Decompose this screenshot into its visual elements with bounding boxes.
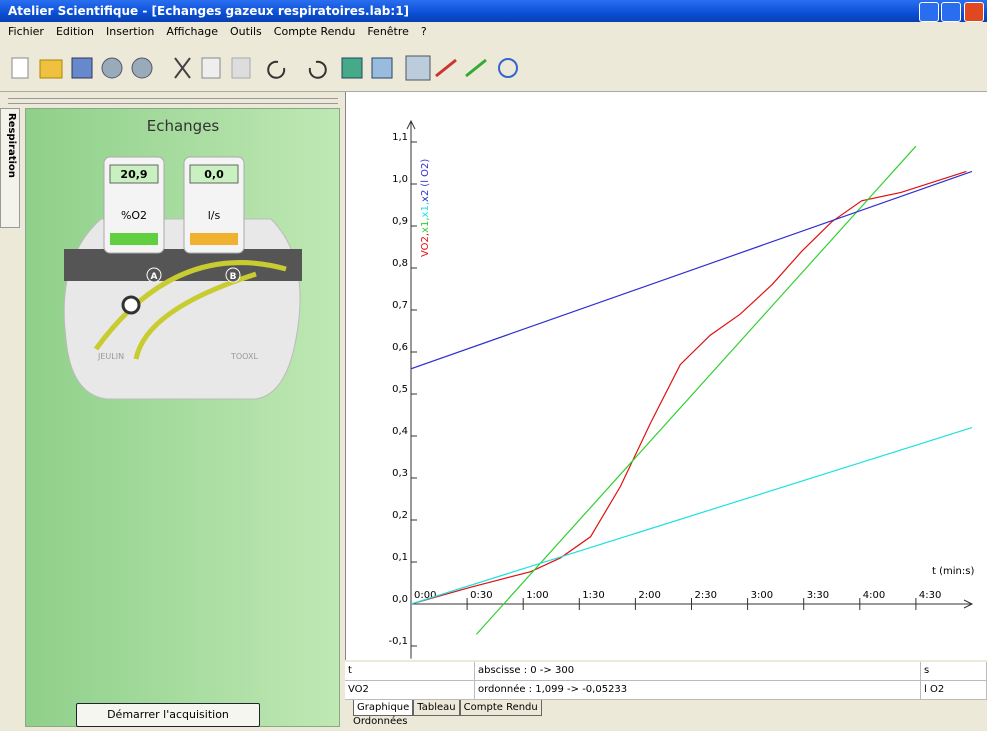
menu-bar: Fichier Edition Insertion Affichage Outils Co… xyxy=(0,22,987,42)
plot xyxy=(411,146,972,634)
model-logo: TOOXL xyxy=(230,352,258,361)
legend-entry: x1 xyxy=(420,205,431,217)
legend-entry: x1 xyxy=(420,221,431,233)
series-line xyxy=(411,171,966,604)
start-button[interactable]: Démarrer l'acquisition xyxy=(76,703,260,727)
menu-item[interactable]: Affichage xyxy=(166,22,218,42)
display-unit: %O2 xyxy=(121,209,147,222)
port-label: A xyxy=(151,272,158,282)
status-cell: s xyxy=(921,662,987,680)
x-tick-label: 3:30 xyxy=(807,590,829,601)
y-tick-label: 0,4 xyxy=(392,426,408,437)
status-cell: abscisse : 0 -> 300 xyxy=(475,662,921,680)
menu-item[interactable]: Fichier xyxy=(8,22,44,42)
minimize-button[interactable] xyxy=(919,2,939,22)
footer-label: Ordonnées xyxy=(345,716,987,727)
tab[interactable]: Compte Rendu xyxy=(460,700,542,716)
sensor-panel: Echanges 20,9 %O2 0,0 l/s A B JEULIN TOO… xyxy=(25,108,340,727)
tool-icons[interactable] xyxy=(12,56,517,80)
x-axis-label: t (min:s) xyxy=(932,566,974,577)
y-tick-label: 0,8 xyxy=(392,258,408,269)
menu-item[interactable]: Outils xyxy=(230,22,262,42)
series-line xyxy=(411,171,972,368)
y-tick-label: 0,6 xyxy=(392,342,408,353)
y-unit: (l O2) xyxy=(420,159,431,187)
y-tick-label: 1,1 xyxy=(392,132,408,143)
x-tick-label: 1:00 xyxy=(526,590,548,601)
x-tick-label: 2:00 xyxy=(638,590,660,601)
brand-logo: JEULIN xyxy=(97,352,124,361)
status-cell: l O2 xyxy=(921,681,987,699)
series-line xyxy=(476,146,915,634)
y-tick-label: 0,5 xyxy=(392,384,408,395)
app-window: Atelier Scientifique - [Echanges gazeux … xyxy=(0,0,987,727)
status-cell: VO2 xyxy=(345,681,475,699)
x-tick-label: 4:00 xyxy=(863,590,885,601)
panel-title: Echanges xyxy=(147,117,220,135)
chart: -0,1 0,0 0,1 0,2 0,3 0,4 0,5 0,6 0,7 0,8 0,9 1,0 1,1… xyxy=(346,92,987,660)
display-value: 0,0 xyxy=(204,168,224,181)
tab[interactable]: Tableau xyxy=(413,700,459,716)
status-cell: t xyxy=(345,662,475,680)
menu-item[interactable]: Fenêtre xyxy=(367,22,409,42)
menu-item[interactable]: Insertion xyxy=(106,22,154,42)
series-line xyxy=(411,428,972,604)
x-tick-label: 3:00 xyxy=(751,590,773,601)
window-title: Atelier Scientifique - [Echanges gazeux … xyxy=(0,4,409,18)
dock-grip xyxy=(8,98,338,104)
toolbar-icons xyxy=(0,42,560,92)
port-label: B xyxy=(230,272,237,282)
legend-entry: x2 xyxy=(420,190,431,202)
chart-area: -0,1 0,0 0,1 0,2 0,3 0,4 0,5 0,6 0,7 0,8 0,9 1,0 1,1… xyxy=(345,92,987,660)
title-bar: Atelier Scientifique - [Echanges gazeux … xyxy=(0,0,987,22)
x-tick-label: 0:30 xyxy=(470,590,492,601)
display-value: 20,9 xyxy=(120,168,147,181)
x-tick-label: 4:30 xyxy=(919,590,941,601)
y-tick-label: 0,7 xyxy=(392,300,408,311)
y-tick-label: -0,1 xyxy=(388,636,408,647)
y-tick-label: 0,1 xyxy=(392,552,408,563)
side-tab-box[interactable]: Respiration xyxy=(0,108,20,228)
toolbar xyxy=(0,42,987,92)
sensor-device: Echanges 20,9 %O2 0,0 l/s A B JEULIN TOO… xyxy=(26,109,341,728)
menu-item[interactable]: Edition xyxy=(56,22,94,42)
display-unit: l/s xyxy=(208,209,221,222)
x-tick-label: 2:30 xyxy=(695,590,717,601)
side-tab[interactable]: Respiration xyxy=(6,113,17,178)
y-tick-label: 0,3 xyxy=(392,468,408,479)
y-tick-label: 0,9 xyxy=(392,216,408,227)
menu-item[interactable]: ? xyxy=(421,22,427,42)
y-tick-label: 0,2 xyxy=(392,510,408,521)
y-tick-label: 0,0 xyxy=(392,594,408,605)
close-button[interactable] xyxy=(964,2,984,22)
status-cell: ordonnée : 1,099 -> -0,05233 xyxy=(475,681,921,699)
y-axis-label: VO2,x1,x1,x2(l O2) xyxy=(420,159,431,257)
maximize-button[interactable] xyxy=(941,2,961,22)
y-tick-label: 1,0 xyxy=(392,174,408,185)
menu-item[interactable]: Compte Rendu xyxy=(274,22,356,42)
legend-entry: VO2 xyxy=(420,236,431,257)
x-tick-label: 1:30 xyxy=(582,590,604,601)
tab[interactable]: Graphique xyxy=(353,700,413,716)
